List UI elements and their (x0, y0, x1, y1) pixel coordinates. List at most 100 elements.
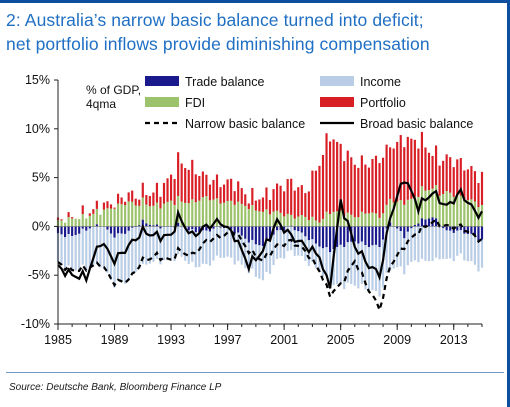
trade-bar-94 (389, 222, 392, 227)
fdi-bar-49 (230, 200, 233, 227)
income-bar-31 (166, 226, 169, 261)
fdi-bar-44 (212, 199, 215, 227)
income-bar-20 (127, 230, 130, 280)
income-bar-57 (258, 245, 261, 279)
trade-bar-29 (159, 226, 162, 229)
trade-bar-49 (230, 226, 233, 230)
fdi-bar-6 (78, 219, 81, 227)
income-bar-88 (367, 247, 371, 292)
fdi-bar-106 (431, 188, 434, 218)
portfolio-bar-76 (325, 133, 328, 212)
fdi-bar-77 (328, 214, 332, 227)
fdi-bar-32 (169, 200, 173, 226)
portfolio-bar-14 (106, 201, 109, 209)
income-bar-17 (116, 233, 120, 281)
portfolio-bar-45 (215, 174, 219, 199)
trade-bar-74 (318, 226, 321, 247)
income-bar-81 (343, 246, 346, 290)
income-bar-11 (95, 226, 98, 265)
trade-bar-18 (120, 226, 123, 234)
portfolio-bar-75 (321, 154, 325, 219)
trade-bar-78 (332, 226, 335, 250)
income-bar-66 (290, 226, 293, 251)
portfolio-bar-74 (318, 165, 321, 223)
top-border (0, 0, 510, 3)
income-bar-75 (321, 248, 325, 277)
portfolio-bar-55 (251, 187, 254, 206)
fdi-bar-11 (95, 208, 98, 225)
income-bar-83 (350, 241, 353, 285)
portfolio-bar-57 (258, 199, 261, 212)
income-bar-104 (424, 226, 427, 261)
x-tick-label-4: 2001 (270, 333, 298, 347)
income-bar-110 (445, 230, 448, 259)
portfolio-bar-80 (339, 143, 342, 211)
fdi-bar-75 (321, 218, 325, 227)
portfolio-bar-21 (131, 190, 134, 202)
trade-bar-53 (244, 226, 247, 239)
income-bar-117 (470, 233, 473, 262)
y-tick-label-3: 0% (32, 219, 50, 233)
income-bar-18 (120, 233, 123, 283)
fdi-bar-95 (392, 202, 395, 226)
portfolio-bar-78 (332, 139, 335, 212)
fdi-bar-7 (81, 214, 84, 227)
income-bar-68 (297, 231, 300, 256)
portfolio-bar-56 (254, 200, 257, 211)
portfolio-bar-42 (205, 174, 208, 197)
portfolio-bar-106 (431, 155, 434, 189)
portfolio-bar-41 (201, 171, 204, 198)
x-tick-label-7: 2013 (440, 333, 468, 347)
y-tick-label-1: 10% (25, 122, 50, 136)
trade-bar-85 (357, 226, 360, 244)
fdi-bar-4 (71, 218, 74, 227)
portfolio-bar-24 (141, 182, 144, 198)
fdi-bar-42 (205, 196, 208, 227)
fdi-bar-46 (219, 203, 222, 227)
portfolio-bar-71 (307, 191, 310, 221)
y-axis-label-line-1: % of GDP, (86, 83, 141, 97)
portfolio-bar-48 (226, 179, 229, 201)
trade-bar-64 (283, 226, 286, 231)
legend-label-5: Broad basic balance (360, 117, 473, 131)
fdi-bar-69 (300, 215, 303, 227)
trade-bar-26 (148, 224, 151, 227)
income-bar-10 (92, 226, 95, 266)
trade-bar-63 (279, 226, 282, 230)
income-bar-51 (237, 232, 240, 261)
income-bar-49 (230, 229, 233, 258)
income-bar-47 (222, 228, 226, 258)
fdi-bar-88 (367, 213, 371, 227)
trade-bar-25 (145, 223, 148, 227)
portfolio-bar-40 (198, 175, 201, 201)
fdi-bar-57 (258, 211, 261, 227)
legend-label-2: FDI (185, 96, 205, 110)
income-bar-29 (159, 228, 162, 265)
portfolio-bar-107 (434, 145, 438, 186)
fdi-bar-52 (240, 203, 243, 227)
trade-bar-90 (374, 226, 378, 245)
income-bar-76 (325, 247, 328, 277)
portfolio-bar-59 (265, 187, 268, 210)
fdi-bar-79 (336, 211, 339, 227)
portfolio-bar-96 (396, 141, 399, 202)
income-bar-65 (286, 226, 289, 252)
portfolio-bar-50 (233, 191, 236, 205)
broad-basic-balance-line (57, 181, 483, 289)
portfolio-bar-108 (438, 165, 441, 196)
portfolio-bar-36 (184, 168, 187, 203)
income-bar-87 (364, 245, 367, 290)
trade-bar-86 (360, 226, 363, 242)
trade-bar-50 (233, 226, 236, 234)
portfolio-bar-37 (187, 169, 190, 204)
legend-label-3: Portfolio (360, 96, 406, 110)
fdi-bar-98 (403, 204, 406, 227)
portfolio-bar-86 (360, 155, 363, 212)
fdi-bar-71 (307, 220, 310, 227)
portfolio-bar-109 (442, 160, 445, 194)
portfolio-bar-120 (480, 171, 484, 205)
fdi-bar-113 (456, 195, 459, 227)
fdi-bar-114 (459, 195, 462, 227)
trade-bar-80 (339, 226, 342, 245)
portfolio-bar-119 (477, 183, 480, 208)
